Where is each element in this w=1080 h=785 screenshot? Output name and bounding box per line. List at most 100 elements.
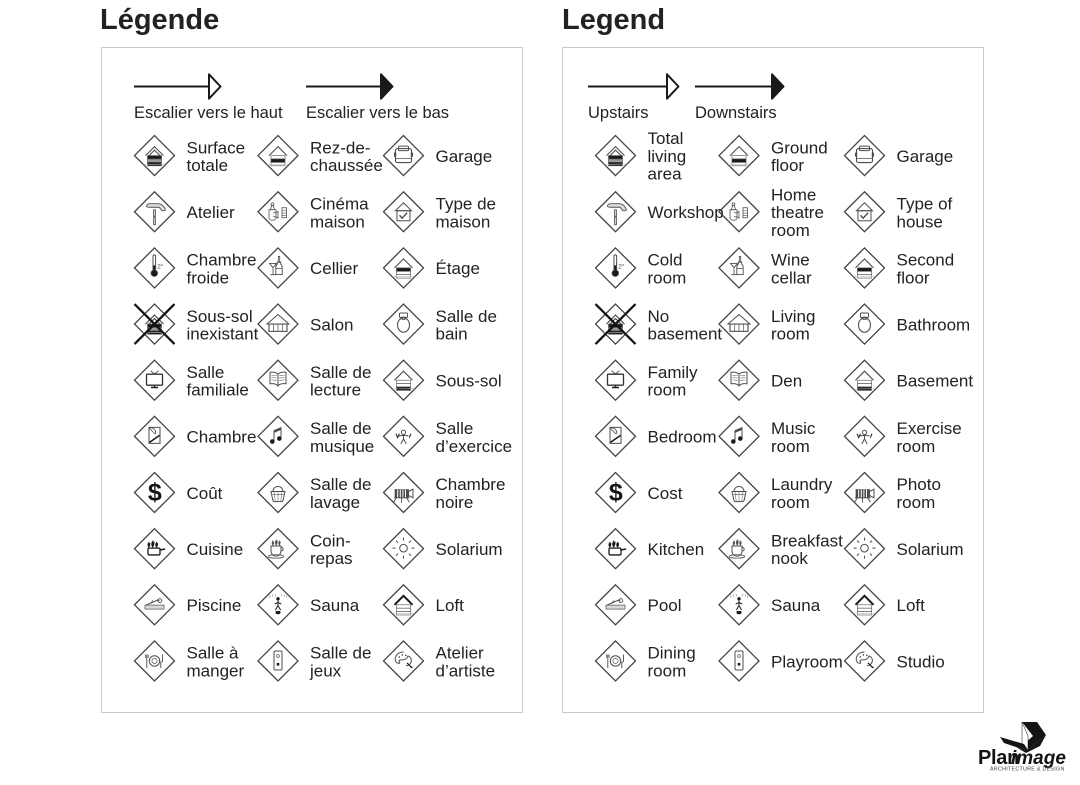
- svg-text:Garage: Garage: [897, 147, 954, 166]
- svg-text:Chambre: Chambre: [187, 251, 257, 270]
- svg-text:Type of: Type of: [897, 194, 953, 213]
- svg-text:Home: Home: [771, 185, 816, 204]
- svg-text:Salle de: Salle de: [310, 363, 371, 382]
- svg-text:maison: maison: [310, 212, 365, 231]
- svg-text:nook: nook: [771, 549, 808, 568]
- svg-text:Ground: Ground: [771, 138, 828, 157]
- svg-text:Étage: Étage: [436, 259, 480, 278]
- svg-text:Garage: Garage: [436, 147, 493, 166]
- svg-text:lecture: lecture: [310, 381, 361, 400]
- svg-text:Salon: Salon: [310, 315, 353, 334]
- svg-text:Basement: Basement: [897, 372, 974, 391]
- svg-text:d’exercice: d’exercice: [436, 437, 513, 456]
- svg-text:Piscine: Piscine: [187, 596, 242, 615]
- svg-text:Workshop: Workshop: [648, 203, 724, 222]
- svg-text:living: living: [648, 147, 687, 166]
- svg-text:Second: Second: [897, 251, 955, 270]
- svg-text:Salle: Salle: [436, 419, 474, 438]
- svg-text:$: $: [609, 479, 623, 507]
- svg-text:Pool: Pool: [648, 596, 682, 615]
- svg-text:Type de: Type de: [436, 194, 497, 213]
- svg-text:Kitchen: Kitchen: [648, 540, 705, 559]
- svg-text:manger: manger: [187, 661, 245, 680]
- svg-text:2°: 2°: [157, 262, 164, 270]
- svg-text:Cinéma: Cinéma: [310, 194, 369, 213]
- svg-text:house: house: [897, 212, 943, 231]
- svg-text:musique: musique: [310, 437, 374, 456]
- svg-text:cellar: cellar: [771, 268, 812, 287]
- svg-text:Salle de: Salle de: [310, 644, 371, 663]
- svg-text:inexistant: inexistant: [187, 325, 259, 344]
- svg-text:Chambre: Chambre: [436, 475, 506, 494]
- svg-text:totale: totale: [187, 156, 229, 175]
- svg-text:Solarium: Solarium: [436, 540, 503, 559]
- svg-text:room: room: [648, 661, 687, 680]
- svg-text:room: room: [897, 437, 936, 456]
- svg-text:No: No: [648, 307, 670, 326]
- svg-text:Chambre: Chambre: [187, 428, 257, 447]
- svg-text:Coin-: Coin-: [310, 531, 351, 550]
- svg-text:Music: Music: [771, 419, 816, 438]
- svg-text:Cold: Cold: [648, 251, 683, 270]
- svg-text:room: room: [648, 268, 687, 287]
- svg-text:familiale: familiale: [187, 381, 249, 400]
- svg-text:froide: froide: [187, 268, 230, 287]
- svg-text:Salle de: Salle de: [310, 419, 371, 438]
- svg-text:$: $: [148, 479, 162, 507]
- svg-text:Living: Living: [771, 307, 815, 326]
- svg-text:Rez-de-: Rez-de-: [310, 138, 370, 157]
- svg-text:Cost: Cost: [648, 484, 683, 503]
- svg-text:Den: Den: [771, 372, 802, 391]
- svg-text:Laundry: Laundry: [771, 475, 833, 494]
- svg-text:repas: repas: [310, 549, 353, 568]
- svg-text:Loft: Loft: [897, 596, 926, 615]
- svg-text:Studio: Studio: [897, 652, 945, 671]
- svg-text:Playroom: Playroom: [771, 652, 843, 671]
- svg-text:room: room: [648, 381, 687, 400]
- svg-text:Escalier vers le haut: Escalier vers le haut: [134, 104, 283, 122]
- svg-text:room: room: [771, 325, 810, 344]
- svg-text:Family: Family: [648, 363, 699, 382]
- svg-text:Salle à: Salle à: [187, 644, 240, 663]
- svg-text:floor: floor: [771, 156, 804, 175]
- svg-text:ARCHITECTURE & DESIGN: ARCHITECTURE & DESIGN: [990, 767, 1065, 773]
- svg-text:room: room: [771, 437, 810, 456]
- svg-text:Solarium: Solarium: [897, 540, 964, 559]
- svg-text:lavage: lavage: [310, 493, 360, 512]
- svg-text:room: room: [771, 493, 810, 512]
- svg-text:Escalier vers le bas: Escalier vers le bas: [306, 104, 449, 122]
- svg-text:Exercise: Exercise: [897, 419, 962, 438]
- svg-text:Dining: Dining: [648, 644, 696, 663]
- svg-text:d’artiste: d’artiste: [436, 661, 496, 680]
- svg-text:Upstairs: Upstairs: [588, 104, 649, 122]
- svg-text:Loft: Loft: [436, 596, 465, 615]
- svg-text:Downstairs: Downstairs: [695, 104, 777, 122]
- svg-text:Salle de: Salle de: [310, 475, 371, 494]
- svg-text:Cuisine: Cuisine: [187, 540, 244, 559]
- svg-text:Total: Total: [648, 129, 684, 148]
- svg-text:Sauna: Sauna: [771, 596, 821, 615]
- svg-text:Sauna: Sauna: [310, 596, 360, 615]
- svg-text:Wine: Wine: [771, 251, 810, 270]
- svg-text:Breakfast: Breakfast: [771, 531, 843, 550]
- svg-text:Sous-sol: Sous-sol: [436, 372, 502, 391]
- svg-text:floor: floor: [897, 268, 930, 287]
- svg-text:chaussée: chaussée: [310, 156, 383, 175]
- svg-text:Photo: Photo: [897, 475, 941, 494]
- svg-text:Salle: Salle: [187, 363, 225, 382]
- svg-text:room: room: [897, 493, 936, 512]
- svg-text:basement: basement: [648, 325, 723, 344]
- svg-text:Surface: Surface: [187, 138, 246, 157]
- svg-text:Bathroom: Bathroom: [897, 315, 971, 334]
- svg-text:Cellier: Cellier: [310, 259, 359, 278]
- svg-text:Coût: Coût: [187, 484, 223, 503]
- svg-text:Bedroom: Bedroom: [648, 428, 717, 447]
- svg-text:noire: noire: [436, 493, 474, 512]
- svg-text:Sous-sol: Sous-sol: [187, 307, 253, 326]
- svg-text:2°: 2°: [618, 262, 625, 270]
- svg-text:maison: maison: [436, 212, 491, 231]
- svg-text:room: room: [771, 221, 810, 240]
- svg-text:theatre: theatre: [771, 203, 824, 222]
- svg-text:jeux: jeux: [309, 661, 342, 680]
- svg-text:Salle de: Salle de: [436, 307, 497, 326]
